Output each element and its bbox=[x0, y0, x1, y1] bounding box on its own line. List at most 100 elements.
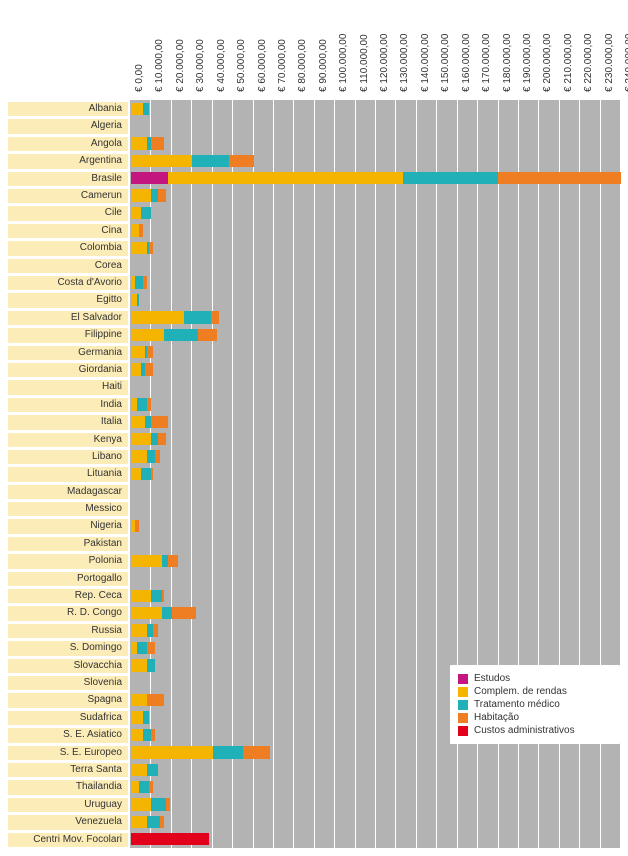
country-label: Pakistan bbox=[10, 537, 124, 551]
bar-segment-trat bbox=[139, 781, 149, 793]
chart-row: Albania bbox=[0, 100, 620, 117]
bar-track bbox=[131, 659, 155, 671]
bar-track bbox=[131, 468, 153, 480]
bar-segment-compl bbox=[131, 711, 143, 723]
bar-segment-compl bbox=[131, 329, 164, 341]
bar-segment-hab bbox=[158, 189, 166, 201]
country-label: Giordania bbox=[10, 363, 124, 377]
country-label: Portogallo bbox=[10, 572, 124, 586]
country-label: Cile bbox=[10, 206, 124, 220]
legend-item: Tratamento médico bbox=[458, 699, 612, 710]
country-label: Lituania bbox=[10, 467, 124, 481]
bar-segment-compl bbox=[131, 555, 162, 567]
country-label: Thailandia bbox=[10, 780, 124, 794]
bar-segment-trat bbox=[141, 468, 151, 480]
gridline bbox=[620, 100, 621, 848]
chart-row: Giordania bbox=[0, 361, 620, 378]
chart-row: Colombia bbox=[0, 239, 620, 256]
x-tick-label: € 10.000,00 bbox=[154, 39, 165, 92]
bar-track bbox=[131, 294, 139, 306]
legend-swatch bbox=[458, 700, 468, 710]
chart-row: Thailandia bbox=[0, 778, 620, 795]
bar-segment-trat bbox=[143, 711, 149, 723]
chart-row: Terra Santa bbox=[0, 761, 620, 778]
x-tick-label: € 90.000,00 bbox=[318, 39, 329, 92]
bar-segment-compl bbox=[131, 433, 151, 445]
bar-segment-compl bbox=[131, 694, 147, 706]
x-tick-label: € 160.000,00 bbox=[461, 34, 472, 92]
bar-track bbox=[131, 311, 219, 323]
bar-segment-admin bbox=[131, 833, 209, 845]
bar-segment-compl bbox=[131, 137, 147, 149]
chart-row: Pakistan bbox=[0, 535, 620, 552]
country-label: S. Domingo bbox=[10, 641, 124, 655]
bar-segment-hab bbox=[135, 520, 139, 532]
bar-segment-trat bbox=[147, 816, 159, 828]
chart-row: Madagascar bbox=[0, 483, 620, 500]
bar-segment-compl bbox=[131, 207, 141, 219]
bar-track bbox=[131, 624, 158, 636]
chart-row: Haiti bbox=[0, 378, 620, 395]
bar-segment-hab bbox=[162, 590, 164, 602]
bar-segment-compl bbox=[131, 363, 141, 375]
x-tick-label: € 200.000,00 bbox=[542, 34, 553, 92]
x-tick-label: € 80.000,00 bbox=[297, 39, 308, 92]
country-label: Costa d'Avorio bbox=[10, 276, 124, 290]
x-tick-label: € 70.000,00 bbox=[277, 39, 288, 92]
bar-track bbox=[131, 276, 147, 288]
bar-segment-hab bbox=[149, 781, 153, 793]
bar-track bbox=[131, 816, 164, 828]
bar-segment-compl bbox=[131, 189, 151, 201]
country-label: El Salvador bbox=[10, 311, 124, 325]
country-label: India bbox=[10, 398, 124, 412]
bar-segment-compl bbox=[131, 816, 147, 828]
country-label: Argentina bbox=[10, 154, 124, 168]
chart-row: S. Domingo bbox=[0, 639, 620, 656]
chart-row: Algeria bbox=[0, 117, 620, 134]
bar-segment-hab bbox=[143, 276, 147, 288]
chart-row: Lituania bbox=[0, 465, 620, 482]
country-label: Brasile bbox=[10, 172, 124, 186]
chart-container: € 0,00€ 10.000,00€ 20.000,00€ 30.000,00€… bbox=[0, 0, 628, 856]
x-tick-label: € 110.000,00 bbox=[359, 34, 370, 92]
bar-segment-trat bbox=[147, 450, 155, 462]
chart-row: Polonia bbox=[0, 552, 620, 569]
bar-segment-hab bbox=[243, 746, 270, 758]
country-label: Albania bbox=[10, 102, 124, 116]
chart-row: Angola bbox=[0, 135, 620, 152]
bar-segment-hab bbox=[229, 155, 254, 167]
bar-segment-hab bbox=[498, 172, 621, 184]
chart-row: Cile bbox=[0, 204, 620, 221]
bar-segment-hab bbox=[151, 416, 167, 428]
legend-item: Habitação bbox=[458, 712, 612, 723]
bar-track bbox=[131, 137, 164, 149]
x-tick-label: € 50.000,00 bbox=[236, 39, 247, 92]
bar-segment-hab bbox=[160, 816, 164, 828]
bar-track bbox=[131, 416, 168, 428]
country-label: Italia bbox=[10, 415, 124, 429]
legend-label: Complem. de rendas bbox=[474, 686, 567, 697]
x-tick-label: € 0,00 bbox=[134, 64, 145, 92]
bar-segment-hab bbox=[151, 729, 155, 741]
chart-row: Costa d'Avorio bbox=[0, 274, 620, 291]
country-label: Spagna bbox=[10, 693, 124, 707]
bar-track bbox=[131, 520, 139, 532]
country-label: Polonia bbox=[10, 554, 124, 568]
bar-segment-trat bbox=[137, 642, 147, 654]
country-label: Centri Mov. Focolari bbox=[10, 833, 124, 847]
x-tick-label: € 190.000,00 bbox=[522, 34, 533, 92]
bar-segment-hab bbox=[147, 346, 153, 358]
legend-swatch bbox=[458, 726, 468, 736]
bar-track bbox=[131, 346, 153, 358]
chart-row: Venezuela bbox=[0, 813, 620, 830]
chart-row: India bbox=[0, 396, 620, 413]
bar-track bbox=[131, 172, 621, 184]
bar-segment-trat bbox=[162, 607, 172, 619]
bar-segment-hab bbox=[139, 224, 143, 236]
bar-segment-compl bbox=[131, 468, 141, 480]
chart-row: R. D. Congo bbox=[0, 604, 620, 621]
x-tick-label: € 130.000,00 bbox=[399, 34, 410, 92]
bar-segment-compl bbox=[131, 103, 143, 115]
bar-segment-hab bbox=[147, 694, 163, 706]
country-label: Libano bbox=[10, 450, 124, 464]
